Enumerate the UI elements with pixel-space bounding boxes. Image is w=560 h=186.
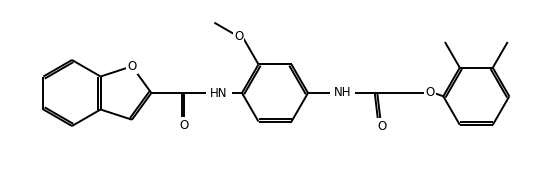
Text: O: O	[426, 86, 435, 100]
Text: HN: HN	[210, 86, 228, 100]
Text: O: O	[234, 30, 243, 43]
Text: O: O	[180, 118, 189, 132]
Text: O: O	[127, 60, 137, 73]
Text: O: O	[377, 120, 386, 133]
Text: NH: NH	[334, 86, 352, 100]
